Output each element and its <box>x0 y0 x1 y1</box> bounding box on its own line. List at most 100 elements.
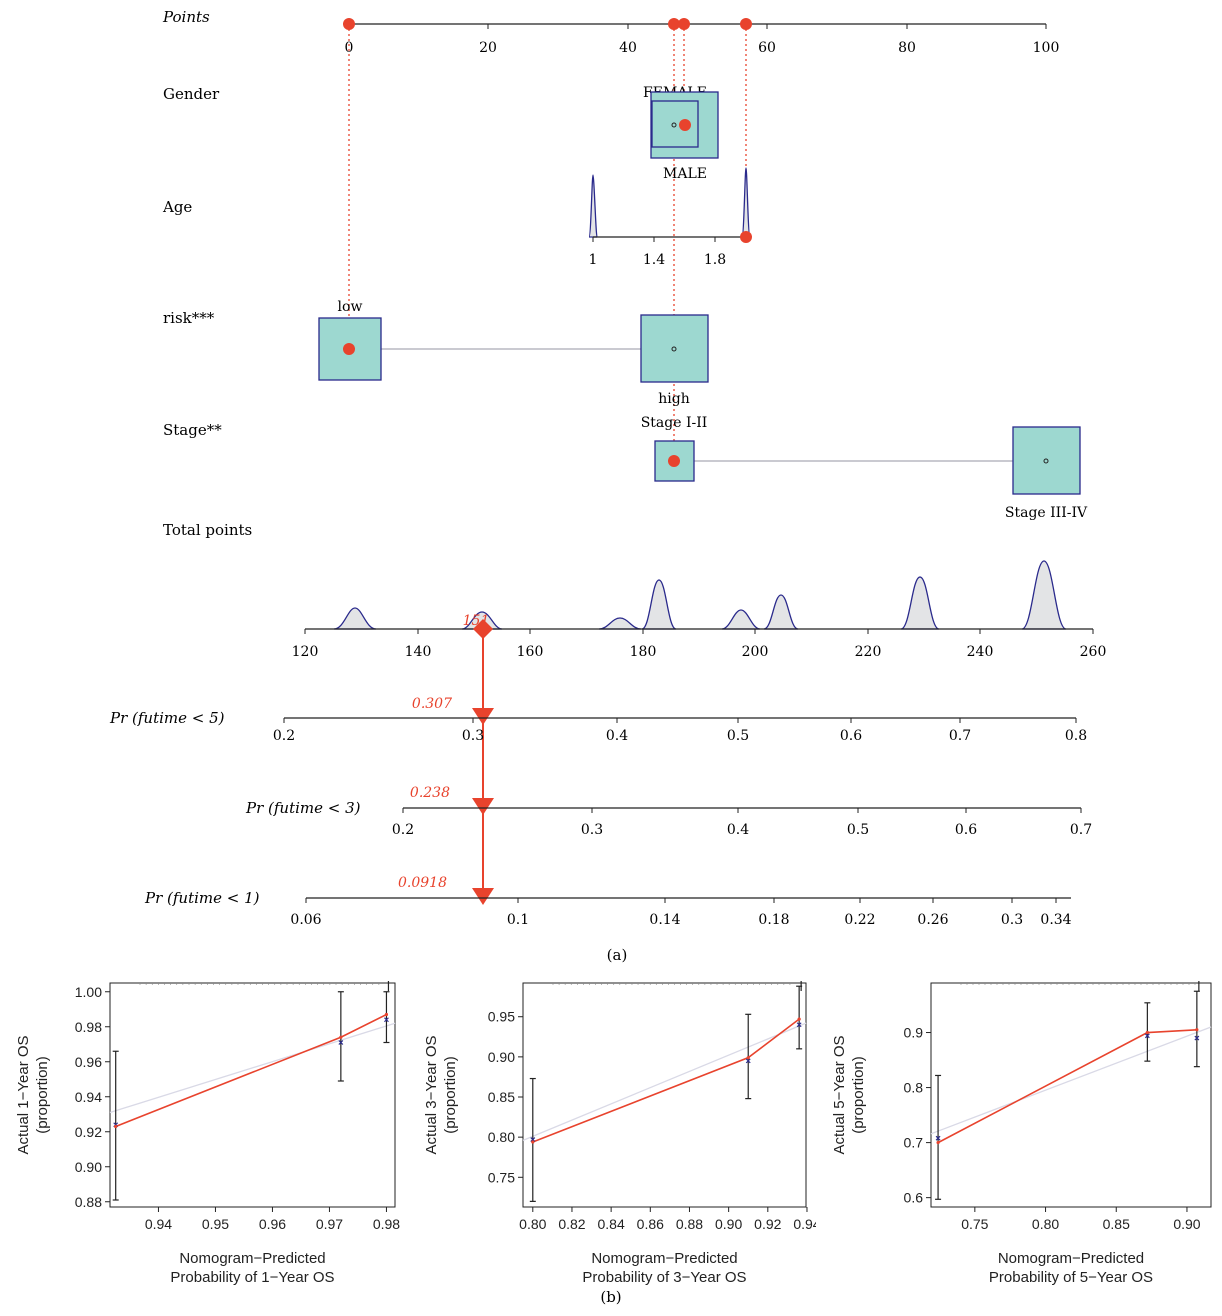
x-axis-label: Probability of 5−Year OS <box>989 1269 1153 1286</box>
x-tick-label: 0.84 <box>598 1216 625 1232</box>
points-tick: 60 <box>758 40 776 56</box>
pr1-tick: 0.18 <box>758 912 789 928</box>
total-tick: 240 <box>967 644 994 660</box>
x-tick-label: 0.96 <box>259 1216 286 1232</box>
caption-a: (a) <box>607 946 628 964</box>
x-tick-label: 0.90 <box>715 1216 742 1232</box>
points-marker <box>740 18 752 30</box>
predicted-marker <box>531 1140 535 1144</box>
x-tick-label: 0.92 <box>754 1216 781 1232</box>
x-tick-label: 0.94 <box>145 1216 172 1232</box>
pr5-row-label: Pr (futime < 5) <box>109 709 225 727</box>
gender-variable: FEMALE MALE <box>643 85 719 182</box>
pr5-axis: 0.2 0.3 0.4 0.5 0.6 0.7 0.8 0.307 <box>273 696 1087 744</box>
predicted-marker <box>114 1124 118 1129</box>
risk-high-label: high <box>658 391 689 407</box>
ideal-line <box>109 1022 396 1114</box>
predicted-marker <box>1145 1030 1149 1035</box>
pr5-tick: 0.6 <box>840 728 862 744</box>
pr3-tick: 0.3 <box>581 822 603 838</box>
selected-points-markers <box>343 18 752 30</box>
calibration-line <box>115 1013 387 1128</box>
y-tick-label: 0.98 <box>75 1019 102 1035</box>
risk-low-label: low <box>338 299 363 315</box>
pr3-value: 0.238 <box>410 785 450 801</box>
points-tick: 0 <box>345 40 354 56</box>
gender-male-box <box>651 100 699 148</box>
y-tick-label: 1.00 <box>75 984 102 1000</box>
pr5-tick: 0.4 <box>606 728 628 744</box>
x-tick-label: 0.80 <box>519 1216 546 1232</box>
risk-row-label: risk*** <box>163 309 215 327</box>
predicted-marker <box>936 1141 940 1145</box>
stage-iii-iv-label: Stage III-IV <box>1005 505 1088 521</box>
y-axis-label: Actual 1−Year OS <box>15 1035 32 1154</box>
stage-center-point <box>1043 458 1049 464</box>
pr1-tick: 0.14 <box>649 912 680 928</box>
pr5-tick: 0.3 <box>462 728 484 744</box>
age-density-high <box>741 167 751 238</box>
age-tick: 1.8 <box>704 252 726 268</box>
age-selected-marker <box>740 231 752 243</box>
age-tick: 1.4 <box>643 252 665 268</box>
y-axis-label: Actual 5−Year OS <box>831 1035 848 1154</box>
points-tick: 80 <box>898 40 916 56</box>
x-tick-label: 0.82 <box>558 1216 585 1232</box>
points-tick: 100 <box>1033 40 1060 56</box>
total-tick: 160 <box>517 644 544 660</box>
y-axis-label: (proportion) <box>34 1056 51 1134</box>
y-tick-label: 0.95 <box>488 1009 515 1025</box>
total-tick: 120 <box>292 644 319 660</box>
observed-marker <box>530 1137 536 1142</box>
age-tick: 1 <box>589 252 598 268</box>
predicted-marker <box>339 1035 343 1039</box>
pr1-tick: 0.06 <box>290 912 321 928</box>
total-tick: 200 <box>742 644 769 660</box>
pr3-tick: 0.5 <box>847 822 869 838</box>
x-axis-label: Probability of 3−Year OS <box>582 1269 746 1286</box>
x-tick-label: 0.90 <box>1173 1216 1200 1232</box>
y-tick-label: 0.75 <box>488 1169 515 1185</box>
risk-selected-marker <box>343 343 355 355</box>
y-axis-label: (proportion) <box>850 1056 867 1134</box>
observed-marker <box>384 1017 389 1023</box>
x-tick-label: 0.75 <box>961 1216 988 1232</box>
predicted-marker <box>797 1017 801 1021</box>
pr5-tick: 0.2 <box>273 728 295 744</box>
total-tick: 260 <box>1080 644 1107 660</box>
x-tick-label: 0.86 <box>637 1216 664 1232</box>
ideal-line <box>522 1022 807 1141</box>
pr5-tick: 0.5 <box>727 728 749 744</box>
points-marker <box>678 18 690 30</box>
plot-frame <box>109 982 396 1208</box>
stage-iii-iv-box <box>1012 426 1081 495</box>
points-tick: 20 <box>479 40 497 56</box>
pr5-tick: 0.7 <box>949 728 971 744</box>
total-tick: 140 <box>405 644 432 660</box>
y-tick-label: 0.7 <box>904 1135 924 1151</box>
y-tick-label: 0.90 <box>75 1159 102 1175</box>
ideal-line <box>930 1026 1212 1135</box>
observed-marker <box>796 1022 802 1028</box>
y-tick-label: 0.92 <box>75 1124 102 1140</box>
y-tick-label: 0.80 <box>488 1129 515 1145</box>
pr5-arrowhead <box>472 708 494 725</box>
risk-variable: low high <box>318 299 709 407</box>
pr1-tick: 0.22 <box>844 912 875 928</box>
stage-selected-marker <box>668 455 680 467</box>
pr1-tick: 0.1 <box>507 912 529 928</box>
x-tick-label: 0.94 <box>793 1216 816 1232</box>
plot-frame <box>522 982 807 1208</box>
x-axis-label: Probability of 1−Year OS <box>170 1269 334 1286</box>
pr5-value: 0.307 <box>412 696 452 712</box>
pr1-tick: 0.34 <box>1040 912 1071 928</box>
pr3-tick: 0.6 <box>955 822 977 838</box>
x-tick-label: 0.85 <box>1103 1216 1130 1232</box>
stage-i-ii-label: Stage I-II <box>641 415 708 431</box>
pr1-arrowhead <box>472 888 494 905</box>
pr3-tick: 0.2 <box>392 822 414 838</box>
x-tick-label: 0.98 <box>373 1216 400 1232</box>
pr5-tick: 0.8 <box>1065 728 1087 744</box>
pr1-tick: 0.3 <box>1001 912 1023 928</box>
x-axis-label: Nomogram−Predicted <box>591 1250 737 1267</box>
